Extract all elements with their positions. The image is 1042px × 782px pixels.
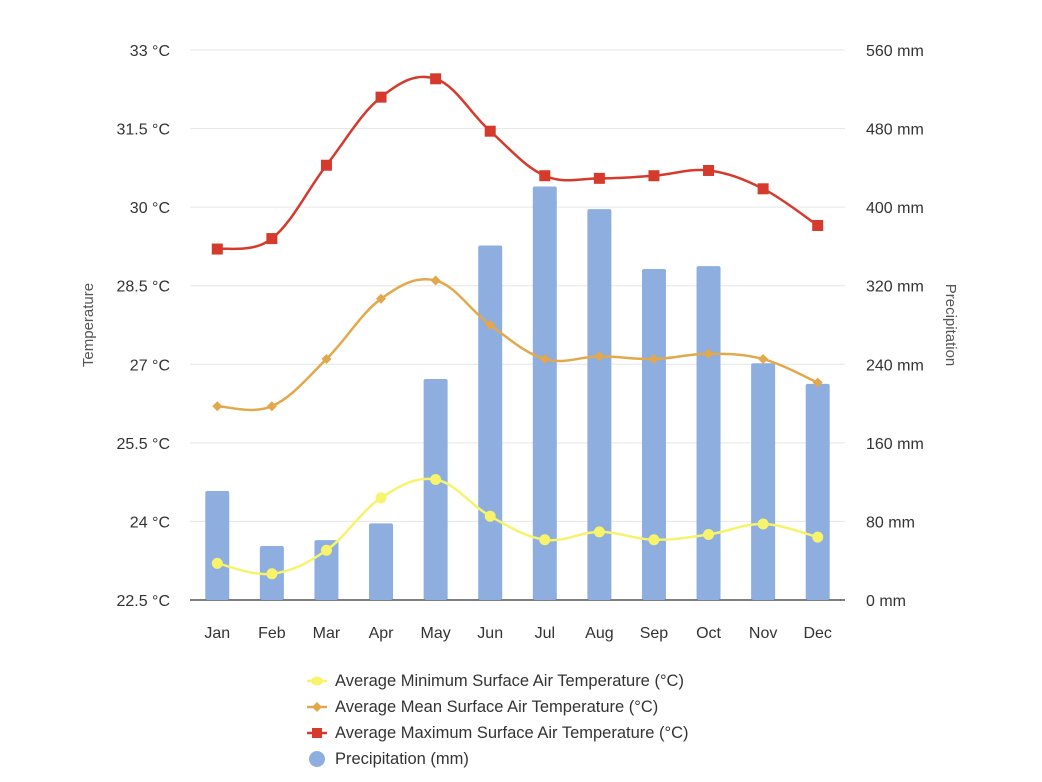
precipitation-bar [587, 209, 612, 600]
precipitation-bar [641, 269, 666, 600]
max-temp-marker [430, 73, 442, 85]
min-temp-marker [320, 544, 332, 556]
x-tick-label: Jun [477, 625, 503, 642]
min-temp-marker [211, 557, 223, 569]
max-temp-marker [593, 172, 605, 184]
y-right-tick-label: 320 mm [866, 279, 924, 296]
min-temp-marker [539, 534, 551, 546]
legend-item[interactable]: Precipitation (mm) [305, 746, 689, 772]
max-temp-marker [703, 164, 715, 176]
x-tick-label: Apr [369, 625, 395, 642]
x-tick-label: Jul [535, 625, 555, 642]
y-left-tick-label: 28.5 °C [116, 279, 170, 296]
max-temp-marker [648, 170, 660, 182]
min-temp-marker [703, 529, 715, 541]
x-tick-label: May [421, 625, 451, 642]
x-tick-label: Mar [313, 625, 341, 642]
x-tick-label: Sep [640, 625, 669, 642]
mean-temp-marker [321, 354, 332, 365]
legend-item[interactable]: Average Minimum Surface Air Temperature … [305, 668, 689, 694]
min-temp-marker [375, 492, 387, 504]
legend-item[interactable]: Average Mean Surface Air Temperature (°C… [305, 694, 689, 720]
y-axis-right-title: Precipitation [942, 284, 959, 367]
max-temp-marker [484, 125, 496, 137]
mean-temp-marker [539, 354, 550, 365]
y-axis-left-title: Temperature [80, 283, 97, 367]
precipitation-bar [369, 523, 394, 600]
y-axis-right: 0 mm 80 mm 160 mm 240 mm 320 mm 400 mm 480 mm 5… [866, 43, 924, 610]
mean-temp-marker [430, 275, 441, 286]
legend-label: Average Minimum Surface Air Temperature … [335, 671, 684, 690]
temperature-lines [211, 73, 824, 580]
min-temp-marker [593, 526, 605, 538]
y-right-tick-label: 80 mm [866, 514, 915, 531]
y-left-tick-label: 31.5 °C [116, 122, 170, 139]
y-left-tick-label: 27 °C [130, 357, 170, 374]
min-temp-marker [430, 474, 442, 486]
precipitation-bar [805, 383, 830, 600]
min-temp-line [217, 477, 819, 576]
y-right-tick-label: 240 mm [866, 357, 924, 374]
y-right-tick-label: 480 mm [866, 122, 924, 139]
legend-label: Average Maximum Surface Air Temperature … [335, 723, 689, 742]
max-temp-marker [539, 170, 551, 182]
legend-label: Precipitation (mm) [335, 749, 469, 768]
legend-label: Average Mean Surface Air Temperature (°C… [335, 697, 659, 716]
max-temp-line [217, 75, 819, 251]
precipitation-bars [205, 186, 830, 601]
x-tick-label: Aug [585, 625, 613, 642]
circle-legend-icon [307, 676, 327, 686]
mean-temp-marker [758, 354, 769, 365]
y-left-tick-label: 30 °C [130, 200, 170, 217]
square-legend-icon [307, 728, 327, 738]
gridlines [190, 49, 845, 601]
mean-temp-marker [266, 401, 277, 412]
max-temp-marker [211, 243, 223, 255]
mean-temp-marker [594, 351, 605, 362]
max-temp-marker [812, 219, 824, 231]
max-temp-marker [375, 91, 387, 103]
legend: Average Minimum Surface Air Temperature … [305, 668, 689, 772]
x-tick-label: Oct [696, 625, 721, 642]
min-temp-marker [812, 531, 824, 543]
mean-temp-marker [212, 401, 223, 412]
min-temp-marker [266, 568, 278, 580]
y-right-tick-label: 400 mm [866, 200, 924, 217]
max-temp-marker [757, 183, 769, 195]
precipitation-bar [696, 266, 721, 600]
circle-legend-icon [309, 751, 325, 767]
max-temp-marker [320, 159, 332, 171]
mean-temp-marker [812, 377, 823, 388]
min-temp-marker [757, 518, 769, 530]
y-left-tick-label: 22.5 °C [116, 593, 170, 610]
x-tick-label: Nov [749, 625, 777, 642]
min-temp-marker [648, 534, 660, 546]
x-axis: Jan Feb Mar Apr May Jun Jul Aug Sep Oct Nov Dec [204, 625, 832, 642]
precipitation-bar [205, 490, 230, 600]
diamond-legend-icon [307, 702, 327, 712]
y-left-tick-label: 24 °C [130, 514, 170, 531]
precipitation-bar [423, 379, 448, 600]
mean-temp-line [217, 278, 819, 412]
mean-temp-marker [485, 320, 496, 330]
y-right-tick-label: 160 mm [866, 436, 924, 453]
legend-item[interactable]: Average Maximum Surface Air Temperature … [305, 720, 689, 746]
mean-temp-marker [703, 348, 714, 359]
mean-temp-marker [376, 293, 387, 304]
max-temp-marker [266, 233, 278, 245]
y-left-tick-label: 33 °C [130, 43, 170, 60]
x-tick-label: Feb [258, 625, 286, 642]
precipitation-bar [532, 186, 557, 600]
mean-temp-marker [648, 354, 659, 365]
y-right-tick-label: 560 mm [866, 43, 924, 60]
precipitation-bar [478, 245, 503, 601]
y-left-tick-label: 25.5 °C [116, 436, 170, 453]
x-tick-label: Jan [204, 625, 230, 642]
precipitation-bar [751, 363, 776, 600]
min-temp-marker [484, 510, 496, 522]
y-right-tick-label: 0 mm [866, 593, 906, 610]
x-tick-label: Dec [803, 625, 831, 642]
y-axis-left: 22.5 °C 24 °C 25.5 °C 27 °C 28.5 °C 30 °C 31.5… [116, 43, 170, 610]
